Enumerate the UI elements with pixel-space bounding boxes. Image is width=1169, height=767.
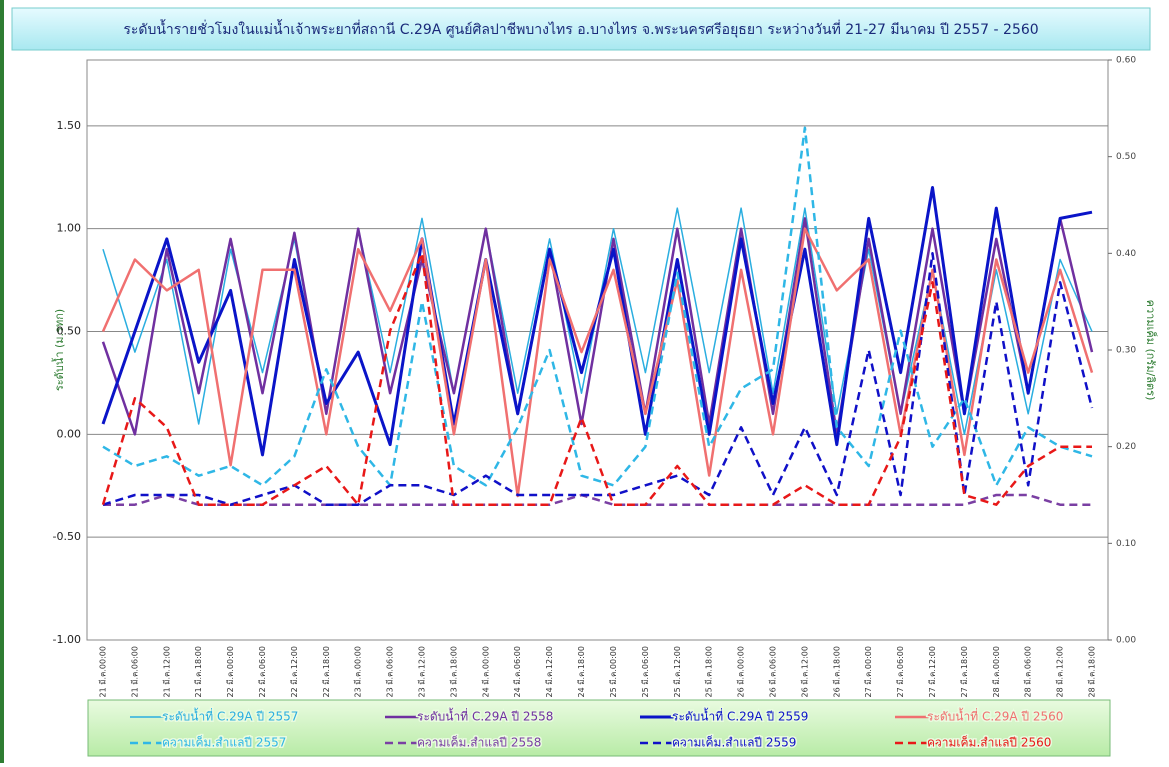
x-tick-label: 23 มี.ค.00:00 [354,646,363,698]
x-tick-label: 27 มี.ค.00:00 [864,646,873,698]
x-tick-label: 23 มี.ค.18:00 [449,646,458,698]
x-tick-label: 25 มี.ค.00:00 [609,646,618,698]
x-tick-label: 24 มี.ค.00:00 [481,646,490,698]
y2-tick-label: 0.00 [1116,636,1136,646]
x-tick-label: 27 มี.ค.12:00 [928,646,937,698]
x-tick-label: 22 มี.ค.18:00 [322,646,331,698]
x-tick-label: 26 มี.ค.12:00 [800,646,809,698]
y2-axis-title: ความเค็ม (กรัม/ลิตร) [1144,300,1158,401]
y-tick-label: 1.00 [57,222,82,235]
x-tick-label: 24 มี.ค.18:00 [577,646,586,698]
y-tick-label: 0.00 [57,427,82,440]
x-tick-label: 23 มี.ค.06:00 [386,646,395,698]
x-tick-label: 27 มี.ค.18:00 [960,646,969,698]
y-tick-label: -1.00 [53,633,81,646]
x-tick-label: 21 มี.ค.12:00 [162,646,171,698]
x-tick-label: 21 มี.ค.00:00 [98,646,107,698]
legend-label: ความเค็ม.สำแลปี 2560 [927,735,1051,750]
legend-box [87,699,1111,757]
y2-tick-label: 0.20 [1116,442,1136,452]
y2-tick-label: 0.50 [1116,152,1136,162]
x-tick-label: 28 มี.ค.06:00 [1024,646,1033,698]
legend-label: ระดับน้ำที่ C.29A ปี 2560 [927,708,1063,724]
x-tick-label: 25 มี.ค.06:00 [641,646,650,698]
x-tick-label: 22 มี.ค.06:00 [258,646,267,698]
y2-tick-label: 0.40 [1116,249,1136,259]
series-line [101,227,1094,498]
legend-label: ความเค็ม.สำแลปี 2558 [417,735,541,750]
x-tick-label: 24 มี.ค.12:00 [545,646,554,698]
x-tick-label: 27 มี.ค.06:00 [896,646,905,698]
x-tick-label: 21 มี.ค.18:00 [194,646,203,698]
y-tick-label: 0.50 [57,324,82,337]
legend-label: ระดับน้ำที่ C.29A ปี 2557 [162,708,298,724]
x-tick-label: 26 มี.ค.06:00 [768,646,777,698]
legend-label: ระดับน้ำที่ C.29A ปี 2559 [672,708,808,724]
page-border [0,0,4,763]
legend-label: ความเค็ม.สำแลปี 2557 [162,735,286,750]
x-tick-label: 25 มี.ค.18:00 [705,646,714,698]
y2-tick-label: 0.10 [1116,539,1136,549]
x-tick-label: 24 มี.ค.06:00 [513,646,522,698]
chart-title: ระดับน้ำรายชั่วโมงในแม่น้ำเจ้าพระยาที่สถ… [123,19,1038,38]
legend-label: ระดับน้ำที่ C.29A ปี 2558 [417,708,553,724]
series-line [101,252,1092,506]
x-tick-label: 22 มี.ค.00:00 [226,646,235,698]
x-tick-label: 26 มี.ค.18:00 [832,646,841,698]
series-line [101,217,1094,436]
y-tick-label: -0.50 [53,530,81,543]
series-line [103,493,1092,506]
legend-label: ความเค็ม.สำแลปี 2559 [672,735,796,750]
x-tick-label: 26 มี.ค.00:00 [737,646,746,698]
y2-tick-label: 0.60 [1116,56,1136,66]
title-box [11,7,1151,51]
y-tick-label: 1.50 [57,119,82,132]
y2-tick-label: 0.30 [1116,346,1136,356]
x-tick-label: 21 มี.ค.06:00 [130,646,139,698]
x-tick-label: 23 มี.ค.12:00 [418,646,427,698]
series-line [102,126,1093,487]
x-tick-label: 28 มี.ค.00:00 [992,646,1001,698]
x-tick-label: 28 มี.ค.18:00 [1088,646,1097,698]
x-tick-label: 25 มี.ค.12:00 [673,646,682,698]
series-line [102,252,1094,506]
x-tick-label: 28 มี.ค.12:00 [1056,646,1065,698]
x-tick-label: 22 มี.ค.12:00 [290,646,299,698]
y-axis-title: ระดับน้ำ (ม.รทก) [51,309,66,391]
